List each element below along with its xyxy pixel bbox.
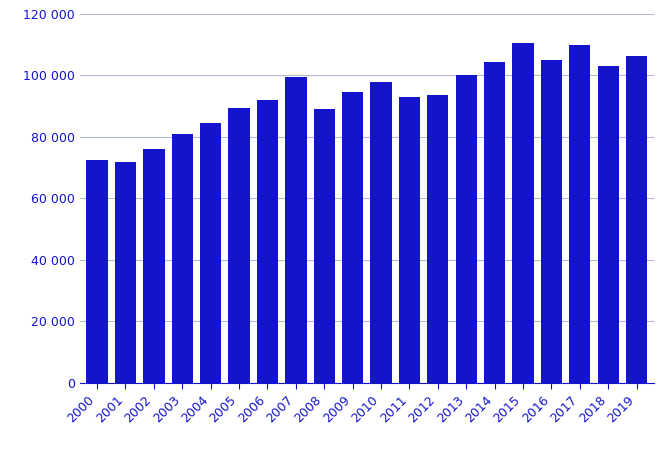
Bar bbox=[370, 82, 392, 383]
Bar bbox=[399, 97, 420, 383]
Bar bbox=[541, 60, 562, 383]
Bar bbox=[342, 92, 364, 383]
Bar bbox=[626, 56, 647, 383]
Bar bbox=[427, 95, 448, 383]
Bar bbox=[313, 109, 335, 383]
Bar bbox=[228, 108, 249, 383]
Bar bbox=[143, 149, 165, 383]
Bar bbox=[87, 160, 108, 383]
Bar bbox=[598, 66, 619, 383]
Bar bbox=[171, 134, 193, 383]
Bar bbox=[484, 62, 506, 383]
Bar bbox=[285, 77, 307, 383]
Bar bbox=[257, 100, 278, 383]
Bar bbox=[456, 76, 477, 383]
Bar bbox=[115, 162, 136, 383]
Bar bbox=[512, 43, 534, 383]
Bar bbox=[569, 45, 590, 383]
Bar bbox=[200, 123, 221, 383]
